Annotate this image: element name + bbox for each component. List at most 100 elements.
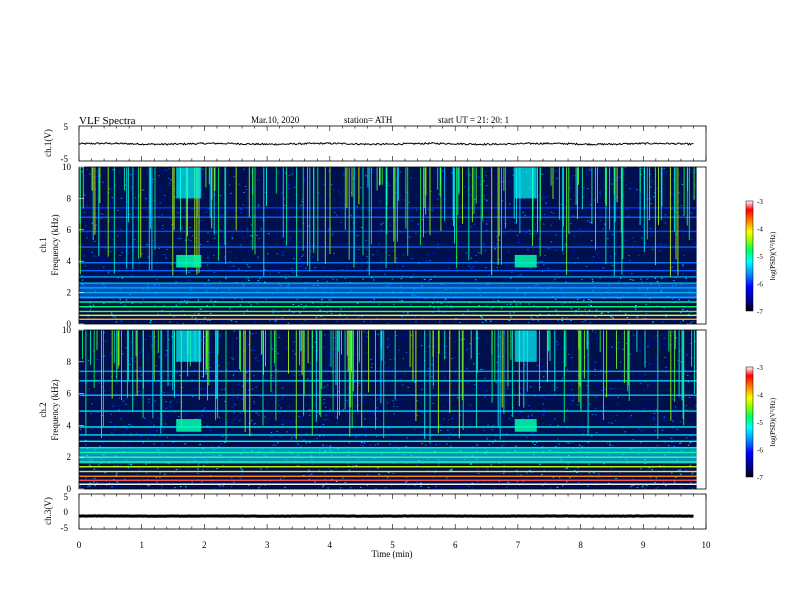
spectro-pixel (635, 219, 637, 221)
spectro-pixel (520, 411, 523, 413)
spectro-pixel (689, 316, 691, 318)
spectro-pixel (400, 278, 403, 280)
spectro-pixel (556, 171, 559, 173)
spectro-pixel (273, 188, 276, 190)
spectro-pixel (393, 405, 395, 407)
spectro-pixel (402, 265, 404, 267)
spectro-pixel (162, 193, 164, 195)
spectro-pixel (359, 299, 361, 301)
spectro-pixel (553, 280, 555, 282)
spectro-pixel (298, 236, 301, 238)
spectro-pixel (331, 223, 334, 225)
spectro-pixel (260, 271, 262, 272)
spectro-pixel (257, 172, 260, 174)
spectro-pixel (588, 243, 590, 245)
spectro-pixel (97, 396, 99, 398)
spectro-pixel (256, 413, 259, 415)
spectro-pixel (222, 367, 224, 368)
spectro-pixel (103, 258, 105, 260)
spectro-pixel (599, 388, 601, 390)
spectro-pixel (432, 250, 434, 252)
spectro-pixel (353, 352, 356, 354)
spectro-sferic (537, 167, 538, 233)
spectro-sferic (317, 167, 319, 261)
spectro-pixel (326, 384, 329, 386)
spectro-pixel (347, 407, 349, 409)
spectro-pixel (401, 411, 403, 413)
spectro-sferic (581, 167, 583, 210)
spectro-pixel (542, 365, 544, 367)
spectro-pixel (262, 187, 264, 189)
spectro-sferic (614, 167, 616, 223)
spectro-pixel (586, 360, 588, 362)
spectro-pixel (357, 215, 359, 217)
spectro-pixel (234, 415, 237, 417)
spectro-pixel (106, 206, 109, 208)
spectro-pixel (443, 255, 446, 257)
spectro-pixel (228, 436, 230, 438)
spectro-pixel (476, 420, 478, 422)
spectro-pixel (670, 444, 672, 446)
spectro-pixel (146, 245, 148, 246)
spectro-sferic (405, 167, 407, 229)
spectro-pixel (459, 322, 461, 323)
spectro-pixel (478, 252, 480, 254)
spectro-pixel (353, 375, 356, 377)
spectro-pixel (576, 330, 579, 332)
spectro-pixel (508, 383, 510, 385)
spectro-pixel (331, 360, 333, 362)
spectro-pixel (564, 437, 566, 439)
spectro-pixel (326, 377, 328, 379)
spectro-pixel (278, 272, 280, 274)
spectro-pixel (583, 187, 585, 189)
spectro-pixel (467, 172, 469, 174)
spectro-pixel (163, 305, 165, 307)
spectro-pixel (615, 179, 617, 181)
spectro-pixel (93, 437, 95, 439)
spectro-pixel (243, 258, 246, 260)
spectro-pixel (629, 361, 632, 363)
spectro-pixel (652, 211, 654, 212)
spectro-pixel (367, 357, 369, 359)
spectro-pixel (576, 257, 579, 259)
spectro-pixel (259, 278, 261, 279)
spectro-pixel (409, 358, 412, 360)
spectro-pixel (406, 191, 408, 193)
spectro-pixel (139, 367, 141, 369)
spectro-pixel (619, 439, 622, 441)
spectro-pixel (410, 334, 413, 336)
spectro-pixel (687, 264, 689, 266)
spectro-pixel (250, 304, 252, 306)
spectro-pixel (338, 193, 340, 195)
spectro-pixel (646, 307, 648, 308)
spectro-pixel (243, 172, 246, 174)
spectro-pixel (115, 321, 118, 323)
spectro-pixel (273, 266, 275, 268)
spectro-pixel (694, 184, 697, 186)
spectro-pixel (679, 350, 681, 352)
spectro-pixel (362, 264, 365, 266)
spectro-pixel (522, 417, 524, 419)
spectro-pixel (239, 420, 241, 421)
spectro-pixel (435, 372, 437, 374)
spectro-pixel (332, 201, 334, 203)
spectro-pixel (352, 414, 355, 416)
spectro-pixel (109, 204, 112, 206)
spectro-pixel (466, 368, 468, 370)
spectro-sferic (482, 167, 483, 220)
spectro-pixel (599, 220, 602, 222)
spectro-pixel (106, 396, 108, 398)
spectro-pixel (247, 277, 249, 279)
spectro-pixel (130, 433, 132, 435)
spectro-pixel (101, 205, 104, 207)
spectro-pixel (168, 182, 171, 184)
spectro-pixel (635, 403, 637, 405)
spectro-pixel (180, 431, 182, 433)
spectro-pixel (568, 442, 570, 444)
spectro-pixel (493, 387, 495, 389)
spectro-pixel (524, 198, 526, 200)
spectro-pixel (649, 221, 651, 223)
spectro-pixel (85, 221, 87, 223)
spectro-pixel (167, 178, 170, 179)
spectro-pixel (95, 224, 97, 226)
